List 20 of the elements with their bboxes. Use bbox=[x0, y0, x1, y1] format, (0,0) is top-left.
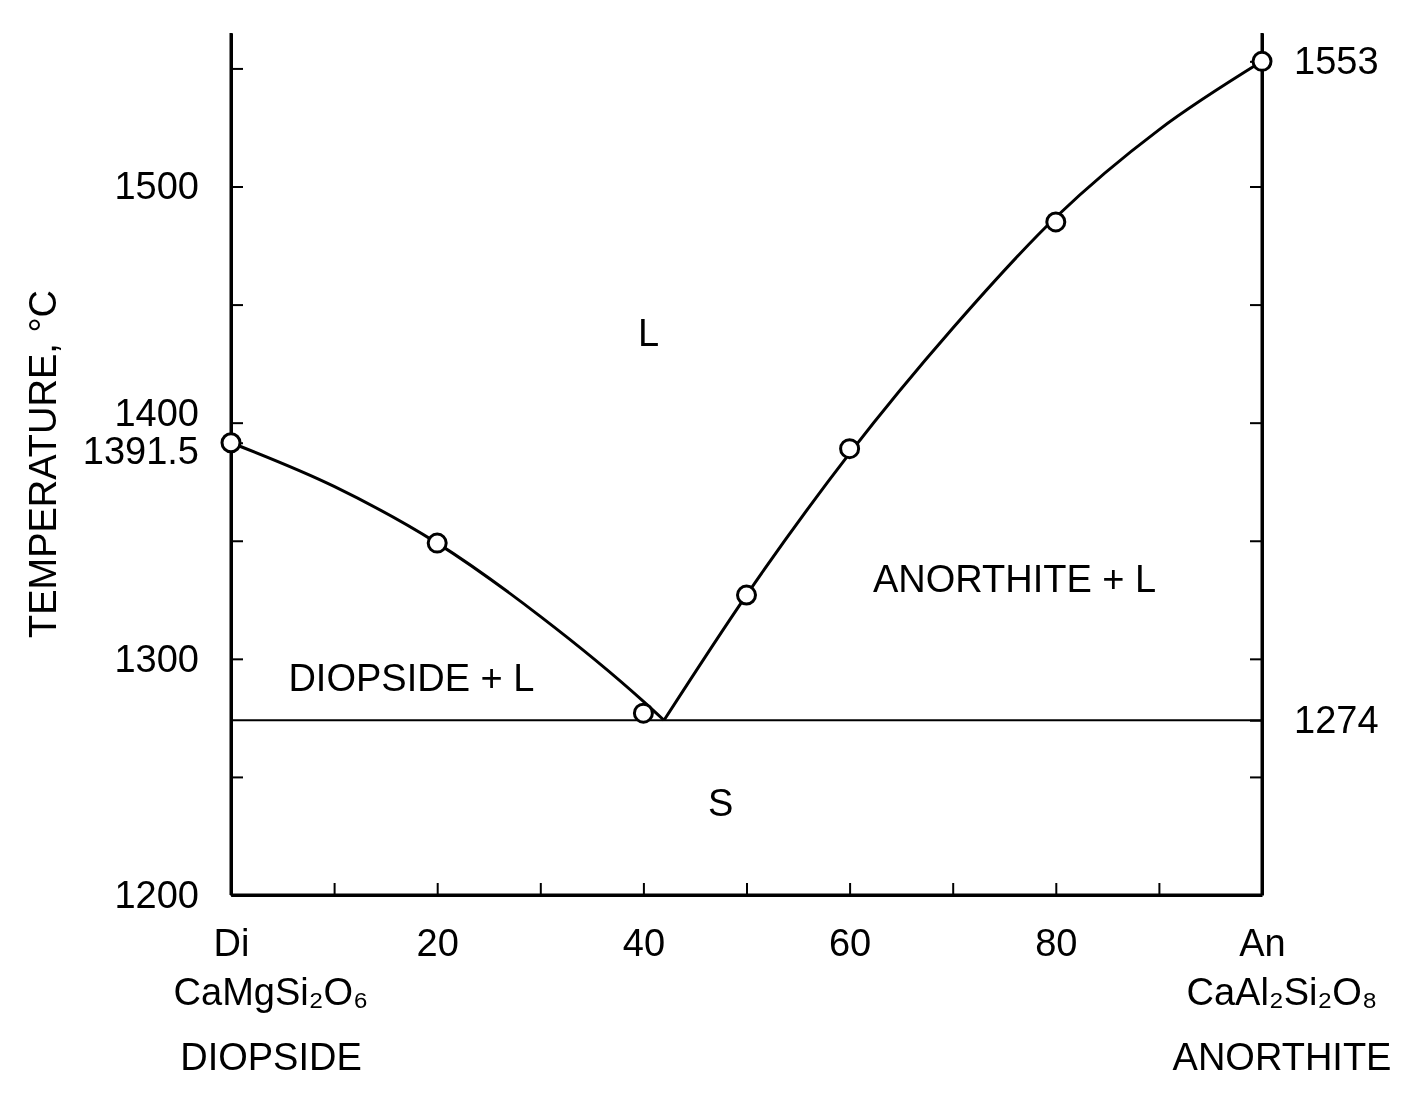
y-tick-label: 1200 bbox=[114, 873, 199, 916]
x-tick-label: Di bbox=[213, 921, 250, 964]
text: CaAl₂Si₂O₈ bbox=[1186, 971, 1378, 1013]
y2-tick-label: 1553 bbox=[1294, 40, 1379, 82]
x-tick-label: 40 bbox=[622, 921, 666, 964]
y-tick-label: 1500 bbox=[114, 165, 199, 208]
y-tick-label: 1300 bbox=[114, 637, 199, 680]
x-tick-label: An bbox=[1239, 921, 1286, 964]
text: CaMgSi₂O₆ bbox=[173, 971, 369, 1013]
y2-tick-label: 1274 bbox=[1294, 698, 1379, 741]
x-tick-label: 20 bbox=[416, 921, 459, 964]
x-tick-label: 80 bbox=[1035, 921, 1078, 964]
annotation: S bbox=[708, 781, 734, 824]
annotation: DIOPSIDE + L bbox=[288, 656, 535, 699]
x-tick-label: 60 bbox=[828, 921, 872, 964]
text: ANORTHITE bbox=[1172, 1036, 1392, 1078]
annotation: L bbox=[637, 311, 660, 354]
y-axis-title: TEMPERATURE, °C bbox=[22, 289, 64, 639]
text: DIOPSIDE bbox=[180, 1036, 362, 1078]
annotation: ANORTHITE + L bbox=[872, 557, 1157, 600]
